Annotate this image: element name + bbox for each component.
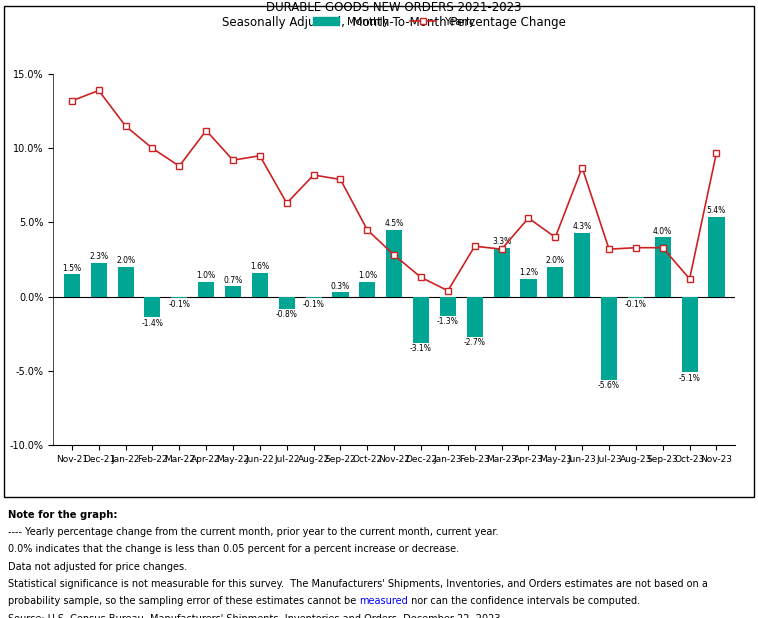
Text: nor can the confidence intervals be computed.: nor can the confidence intervals be comp… [408, 596, 640, 606]
Text: 2.0%: 2.0% [546, 256, 565, 266]
Text: 2.0%: 2.0% [116, 256, 135, 266]
Bar [359, 282, 375, 297]
Bar [64, 274, 80, 297]
Bar [681, 297, 697, 372]
Text: -1.4%: -1.4% [142, 319, 164, 328]
Title: DURABLE GOODS NEW ORDERS 2021-2023
Seasonally Adjusted,  Month-To-Month Percenta: DURABLE GOODS NEW ORDERS 2021-2023 Seaso… [222, 1, 566, 28]
Text: 0.3%: 0.3% [330, 282, 350, 290]
Bar [709, 216, 725, 297]
Text: -1.3%: -1.3% [437, 318, 459, 326]
Bar [117, 267, 133, 297]
Text: 1.0%: 1.0% [358, 271, 377, 281]
Text: 0.0% indicates that the change is less than 0.05 percent for a percent increase : 0.0% indicates that the change is less t… [8, 544, 459, 554]
Bar [171, 297, 187, 298]
Bar [601, 297, 617, 379]
Bar [493, 248, 509, 297]
Bar [440, 297, 456, 316]
Text: measured: measured [359, 596, 408, 606]
Bar [252, 273, 268, 297]
Text: 4.3%: 4.3% [572, 222, 592, 231]
Bar [225, 286, 241, 297]
Bar [279, 297, 295, 308]
Bar [628, 297, 644, 298]
Text: -0.1%: -0.1% [302, 300, 324, 308]
Bar [386, 230, 402, 297]
Text: -5.1%: -5.1% [678, 374, 700, 383]
Bar [547, 267, 563, 297]
Text: probability sample, so the sampling error of these estimates cannot be: probability sample, so the sampling erro… [8, 596, 359, 606]
Text: 1.5%: 1.5% [62, 264, 81, 273]
Bar [655, 237, 671, 297]
Text: -0.1%: -0.1% [168, 300, 190, 308]
Text: -2.7%: -2.7% [464, 338, 486, 347]
Text: Note for the graph:: Note for the graph: [8, 510, 117, 520]
Bar [521, 279, 537, 297]
Text: 0.7%: 0.7% [224, 276, 243, 285]
Bar [305, 297, 321, 298]
Text: 2.3%: 2.3% [89, 252, 108, 261]
Bar [467, 297, 483, 337]
Bar [198, 282, 215, 297]
Text: 4.0%: 4.0% [653, 227, 672, 236]
Text: 1.0%: 1.0% [196, 271, 216, 281]
Text: 5.4%: 5.4% [706, 206, 726, 215]
Text: Statistical significance is not measurable for this survey.  The Manufacturers' : Statistical significance is not measurab… [8, 579, 707, 589]
Text: Source: U.S. Census Bureau, Manufacturers' Shipments, Inventories and Orders, De: Source: U.S. Census Bureau, Manufacturer… [8, 614, 503, 618]
Text: 1.6%: 1.6% [250, 263, 269, 271]
Text: -5.6%: -5.6% [598, 381, 620, 390]
Text: -3.1%: -3.1% [410, 344, 432, 353]
Text: -0.1%: -0.1% [625, 300, 647, 308]
Text: Data not adjusted for price changes.: Data not adjusted for price changes. [8, 562, 186, 572]
Text: 4.5%: 4.5% [384, 219, 404, 229]
Text: 1.2%: 1.2% [519, 268, 538, 277]
Bar [333, 292, 349, 297]
Bar [144, 297, 161, 318]
Bar [574, 233, 590, 297]
Text: -0.8%: -0.8% [276, 310, 298, 319]
Bar [413, 297, 429, 342]
Text: 3.3%: 3.3% [492, 237, 511, 246]
Legend: Monthly, Yearly: Monthly, Yearly [309, 12, 480, 31]
Text: ---- Yearly percentage change from the current month, prior year to the current : ---- Yearly percentage change from the c… [8, 527, 498, 537]
Bar [91, 263, 107, 297]
